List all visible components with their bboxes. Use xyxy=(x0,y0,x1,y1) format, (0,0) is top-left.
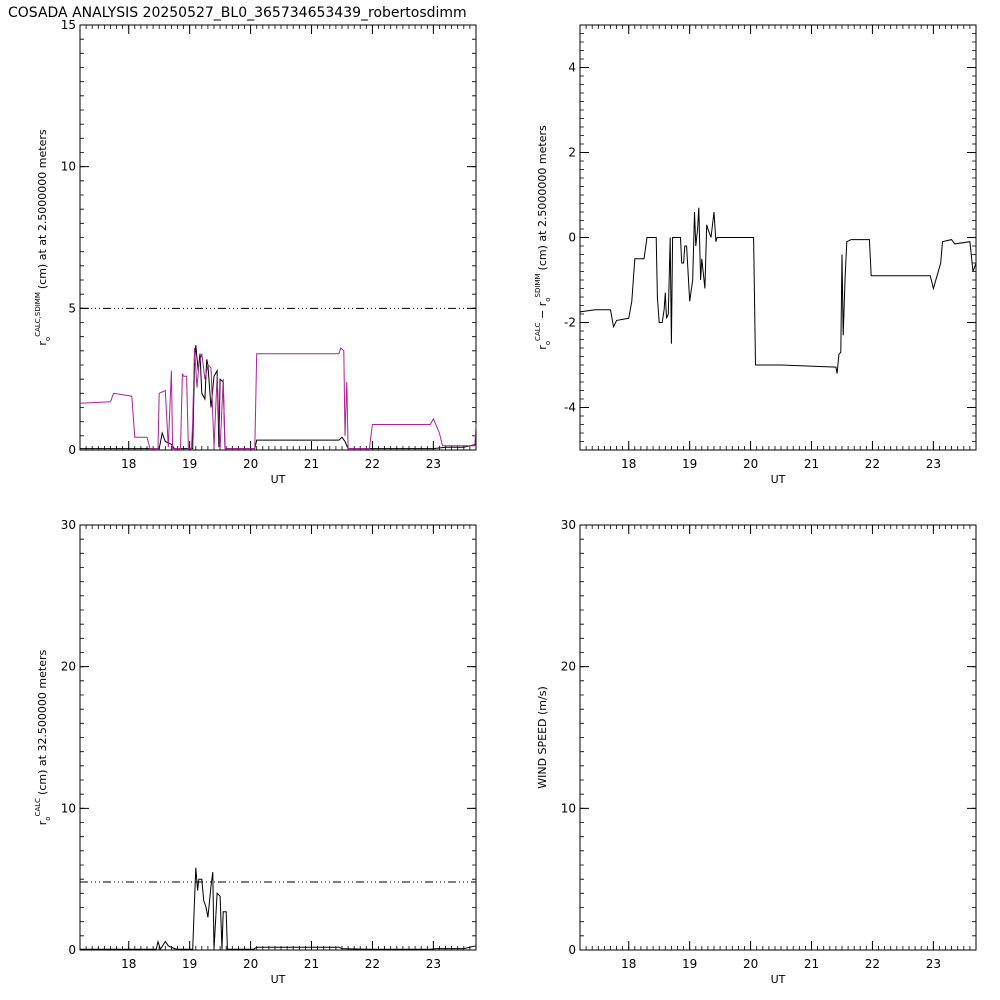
plot-frame xyxy=(79,24,477,451)
x-minor-ticks xyxy=(579,525,977,950)
y-tick-label: 10 xyxy=(61,160,76,174)
y-axis-title-rest: (cm) at 2.5000000 meters xyxy=(536,125,549,270)
y-tick-label: -2 xyxy=(564,316,576,330)
x-axis-title: UT xyxy=(771,473,786,486)
y-minor-ticks xyxy=(80,24,476,451)
y-tick-label: 2 xyxy=(568,146,576,160)
y-tick-label: 10 xyxy=(61,801,76,815)
y-minor-ticks xyxy=(580,524,976,951)
chart-panel-3: 18 19 20 21 22 23 0 10 20 30 UT roCALC (cm) at 32.50… xyxy=(34,518,477,986)
y-axis-title-sup2: SDIMM xyxy=(534,273,542,297)
x-tick-label: 19 xyxy=(182,457,197,471)
y-axis-title-sup: CALC xyxy=(534,322,542,341)
x-tick-label: 19 xyxy=(182,957,197,971)
y-axis-title-main: WIND SPEED (m/s) xyxy=(536,686,549,789)
plot-frame xyxy=(579,24,977,451)
x-tick-label: 18 xyxy=(621,457,636,471)
chart-panel-4: 18 19 20 21 22 23 0 10 20 30 UT WIND SPEED (m/s) xyxy=(536,518,977,986)
y-axis-title: roCALC,SDIMM (cm) at at 2.5000000 meters xyxy=(34,129,52,346)
x-tick-label: 21 xyxy=(804,957,819,971)
chart-panel-1: 18 19 20 21 22 23 0 5 10 15 UT roCALC,SDIMM (cm) at … xyxy=(34,18,477,486)
x-tick-label: 22 xyxy=(365,957,380,971)
y-tick-label: -4 xyxy=(564,401,576,415)
x-tick-label: 22 xyxy=(365,457,380,471)
x-tick-label: 21 xyxy=(304,957,319,971)
y-axis-title: roCALC − roSDIMM(cm) at 2.5000000 meters xyxy=(534,125,552,350)
y-tick-label: 30 xyxy=(561,518,576,532)
y-axis-title-main: r xyxy=(36,341,49,346)
y-axis-title-sup: CALC xyxy=(34,798,42,817)
y-minor-ticks xyxy=(580,24,976,451)
page-title: COSADA ANALYSIS 20250527_BL0_36573465343… xyxy=(8,5,467,21)
y-axis-title-main: r xyxy=(536,345,549,350)
y-axis-title-main: r xyxy=(36,820,49,825)
y-tick-label: 20 xyxy=(61,660,76,674)
x-tick-label: 23 xyxy=(426,957,441,971)
series-line-2 xyxy=(79,347,477,450)
x-tick-label: 20 xyxy=(743,957,758,971)
y-tick-label: 30 xyxy=(61,518,76,532)
y-tick-label: 0 xyxy=(68,943,76,957)
series-line-1 xyxy=(80,345,477,450)
x-tick-label: 23 xyxy=(426,457,441,471)
x-axis-title: UT xyxy=(771,973,786,986)
x-tick-label: 23 xyxy=(926,957,941,971)
y-tick-label: 0 xyxy=(68,443,76,457)
y-minor-ticks xyxy=(80,524,476,951)
series-line-1 xyxy=(579,207,977,374)
x-tick-label: 20 xyxy=(243,957,258,971)
series-line-1 xyxy=(80,867,477,951)
y-axis-title: roCALC (cm) at 32.500000 meters xyxy=(34,649,52,825)
plot-frame xyxy=(579,524,977,951)
x-tick-label: 22 xyxy=(865,957,880,971)
x-minor-ticks xyxy=(79,25,477,450)
x-tick-label: 21 xyxy=(304,457,319,471)
y-tick-label: 20 xyxy=(561,660,576,674)
y-axis-title-sub2: o xyxy=(544,297,552,301)
y-tick-label: 0 xyxy=(568,231,576,245)
x-tick-label: 18 xyxy=(621,957,636,971)
x-tick-label: 18 xyxy=(121,957,136,971)
y-tick-label: 0 xyxy=(568,943,576,957)
plot-frame xyxy=(79,524,477,951)
x-tick-label: 18 xyxy=(121,457,136,471)
y-tick-label: 4 xyxy=(568,61,576,75)
x-tick-label: 21 xyxy=(804,457,819,471)
x-tick-label: 19 xyxy=(682,957,697,971)
x-tick-label: 20 xyxy=(243,457,258,471)
x-tick-label: 23 xyxy=(926,457,941,471)
y-axis-title: WIND SPEED (m/s) xyxy=(536,686,549,789)
y-axis-title-sub: o xyxy=(44,816,52,820)
y-tick-label: 15 xyxy=(61,18,76,32)
x-axis-title: UT xyxy=(271,973,286,986)
x-axis-title: UT xyxy=(271,473,286,486)
x-tick-label: 20 xyxy=(743,457,758,471)
y-tick-label: 5 xyxy=(68,301,76,315)
y-axis-title-rest: (cm) at 32.500000 meters xyxy=(36,649,49,794)
y-axis-title-sub: o xyxy=(544,341,552,345)
x-minor-ticks xyxy=(79,525,477,950)
y-axis-title-mid: − r xyxy=(536,301,549,322)
x-minor-ticks xyxy=(579,25,977,450)
y-axis-title-sub: o xyxy=(44,337,52,341)
y-axis-title-sup: CALC,SDIMM xyxy=(34,292,42,337)
x-tick-label: 22 xyxy=(865,457,880,471)
y-tick-label: 10 xyxy=(561,801,576,815)
x-tick-label: 19 xyxy=(682,457,697,471)
y-axis-title-rest: (cm) at at 2.5000000 meters xyxy=(36,129,49,289)
